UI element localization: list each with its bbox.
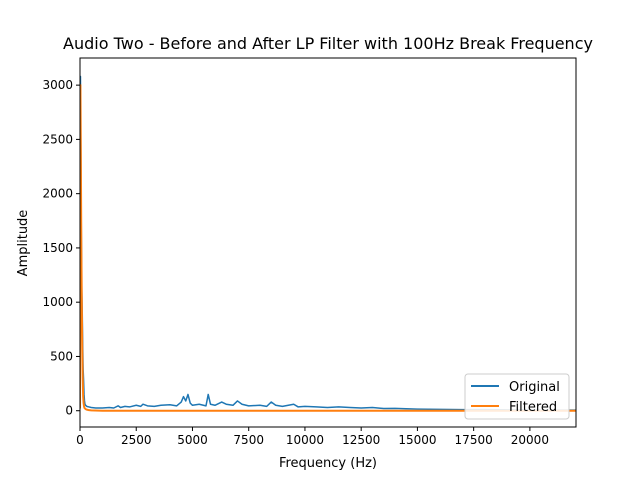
y-tick-label: 1500 bbox=[42, 241, 73, 255]
series-line-filtered bbox=[80, 84, 576, 412]
y-tick-label: 500 bbox=[50, 349, 73, 363]
y-tick-label: 2000 bbox=[42, 187, 73, 201]
x-tick-label: 0 bbox=[76, 433, 84, 447]
x-tick-label: 5000 bbox=[177, 433, 208, 447]
x-tick-label: 17500 bbox=[455, 433, 493, 447]
y-tick-label: 1000 bbox=[42, 295, 73, 309]
series-layer bbox=[80, 75, 576, 412]
plot-frame bbox=[79, 57, 577, 428]
y-tick-label: 0 bbox=[65, 404, 73, 418]
legend-label-original: Original bbox=[509, 380, 560, 395]
x-tick-label: 2500 bbox=[121, 433, 152, 447]
x-tick-label: 10000 bbox=[286, 433, 324, 447]
x-axis: 0 2500 5000 7500 10000 12500 15000 17500 20000 bbox=[76, 427, 549, 447]
x-tick-label: 15000 bbox=[398, 433, 436, 447]
x-tick-label: 12500 bbox=[342, 433, 380, 447]
x-tick-label: 20000 bbox=[511, 433, 549, 447]
legend: Original Filtered bbox=[464, 373, 570, 420]
chart-title: Audio Two - Before and After LP Filter w… bbox=[63, 34, 593, 53]
series-line-original bbox=[80, 75, 576, 411]
y-axis-label: Amplitude bbox=[16, 210, 31, 277]
plot-area bbox=[80, 75, 576, 412]
x-tick-label: 7500 bbox=[233, 433, 264, 447]
y-axis: 0 500 1000 1500 2000 2500 3000 bbox=[42, 78, 80, 418]
legend-label-filtered: Filtered bbox=[509, 400, 557, 415]
x-axis-label: Frequency (Hz) bbox=[279, 456, 377, 471]
y-tick-label: 3000 bbox=[42, 78, 73, 92]
y-tick-label: 2500 bbox=[42, 132, 73, 146]
